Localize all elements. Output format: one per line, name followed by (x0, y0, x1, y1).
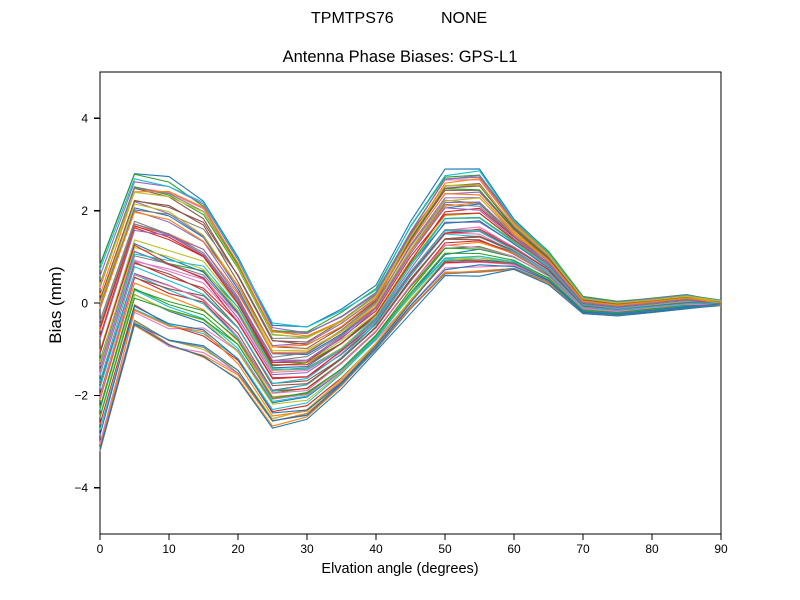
svg-text:10: 10 (162, 542, 176, 556)
svg-text:0: 0 (97, 542, 104, 556)
svg-text:50: 50 (438, 542, 452, 556)
svg-text:20: 20 (231, 542, 245, 556)
svg-text:−2: −2 (74, 389, 88, 403)
svg-text:0: 0 (81, 296, 88, 310)
svg-text:70: 70 (576, 542, 590, 556)
svg-text:−4: −4 (74, 481, 88, 495)
svg-text:60: 60 (507, 542, 521, 556)
svg-text:80: 80 (645, 542, 659, 556)
svg-text:2: 2 (81, 204, 88, 218)
svg-text:30: 30 (300, 542, 314, 556)
svg-text:90: 90 (714, 542, 728, 556)
svg-text:40: 40 (369, 542, 383, 556)
svg-text:4: 4 (81, 112, 88, 126)
